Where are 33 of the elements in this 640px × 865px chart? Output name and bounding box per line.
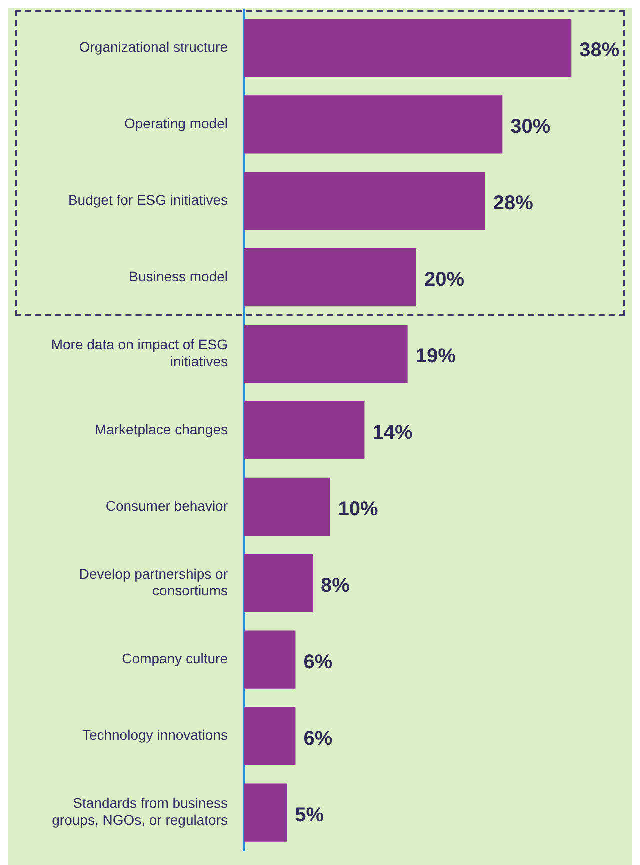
y-tick-label: More data on impact of ESG initiatives (51, 336, 228, 370)
y-tick-label: Develop partnerships or consortiums (79, 566, 228, 599)
data-label: 10% (338, 498, 378, 520)
bar (244, 784, 288, 842)
y-tick-label: Organizational structure (79, 39, 228, 56)
data-label: 6% (304, 728, 333, 750)
y-tick-label: Operating model (124, 116, 228, 132)
bar (244, 478, 330, 536)
bar (244, 19, 572, 78)
data-label: 5% (295, 804, 324, 826)
data-label: 20% (424, 269, 465, 292)
y-tick-label: Company culture (122, 650, 228, 667)
data-label: 6% (304, 651, 333, 674)
y-tick-label: Consumer behavior (106, 498, 228, 514)
bar (244, 96, 503, 154)
y-tick-label: Marketplace changes (94, 421, 228, 438)
data-label: 19% (416, 346, 456, 368)
y-tick-label: Business model (129, 268, 228, 284)
y-tick-label: Standards from business groups, NGOs, or regulators (52, 795, 228, 828)
bar (244, 324, 408, 384)
data-label: 8% (320, 574, 350, 597)
y-tick-label: Budget for ESG initiatives (68, 192, 228, 208)
bar (244, 401, 365, 460)
data-label: 38% (580, 40, 620, 62)
bar (244, 707, 296, 766)
y-tick-label: Technology innovations (82, 727, 228, 744)
data-label: 30% (510, 116, 551, 138)
bar (244, 554, 313, 612)
data-label: 28% (493, 192, 534, 215)
bar (244, 630, 296, 689)
bar (244, 172, 486, 230)
data-label: 14% (372, 422, 413, 444)
bar (244, 248, 416, 307)
